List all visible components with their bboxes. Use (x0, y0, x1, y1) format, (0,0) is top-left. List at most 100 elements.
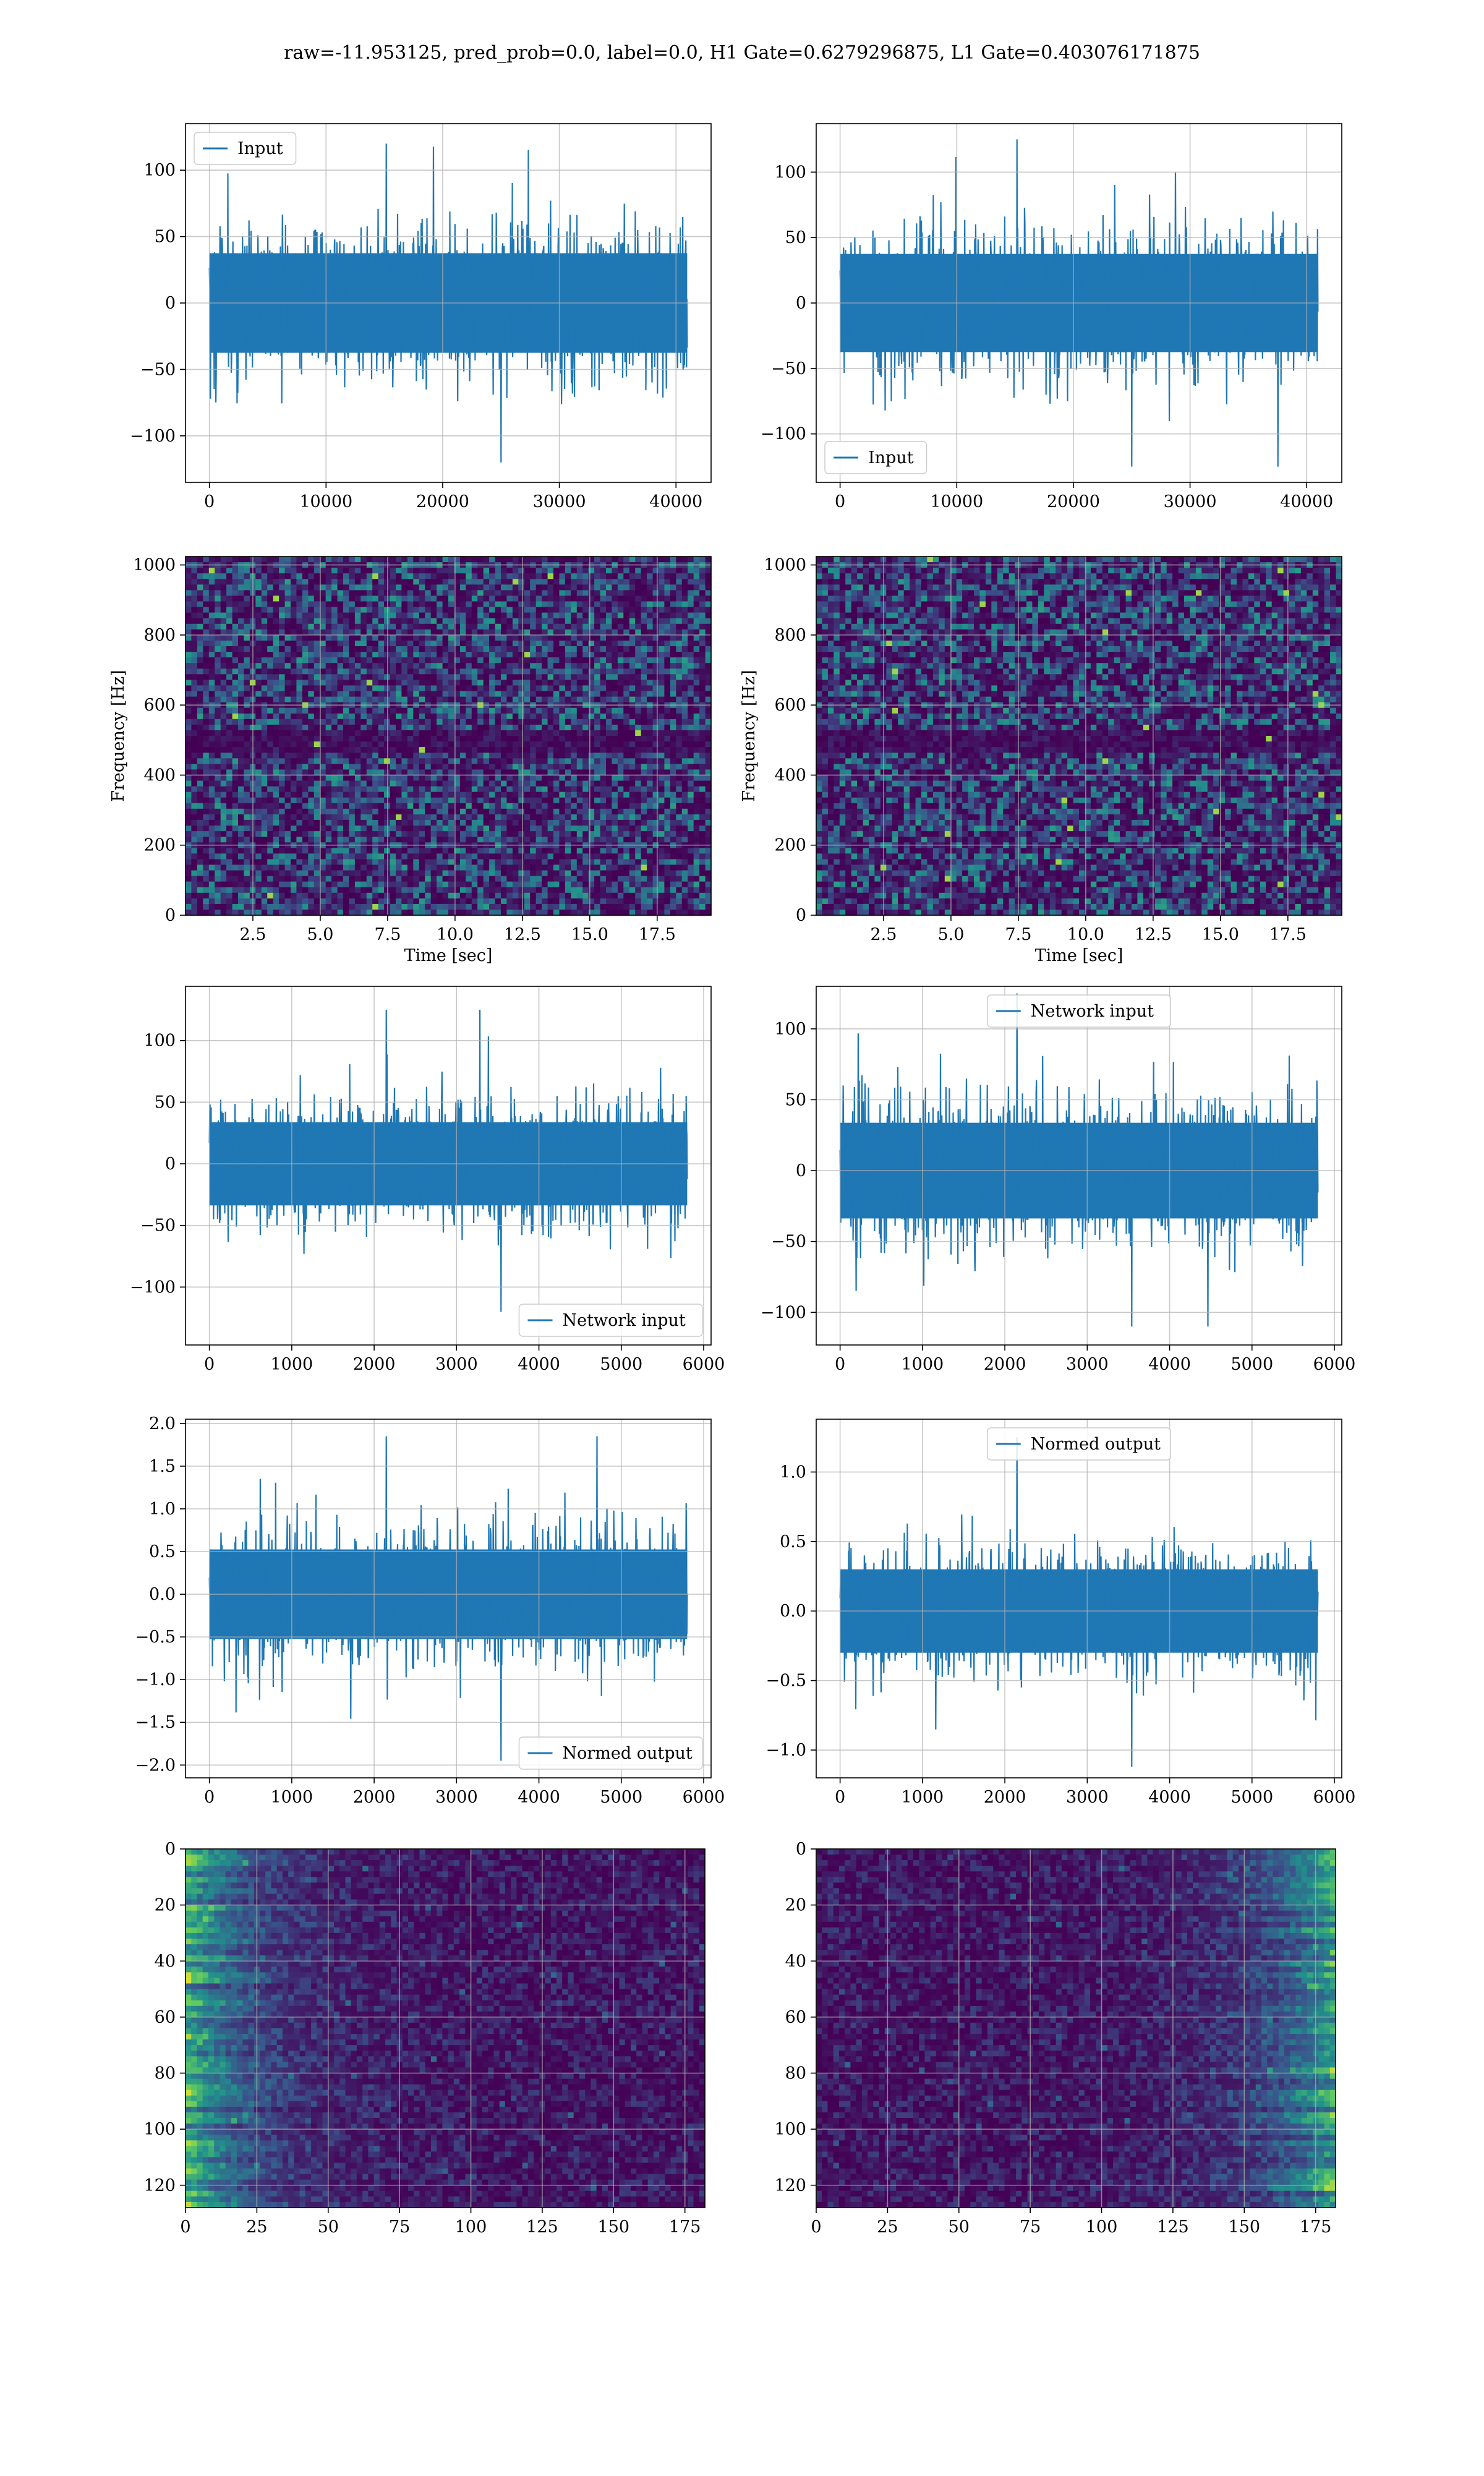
heatmap-cell (600, 602, 607, 608)
heatmap-cell (367, 680, 373, 686)
heatmap-cell (553, 758, 560, 764)
heatmap-cell (477, 613, 484, 619)
heatmap-cell (623, 730, 629, 736)
heatmap-cell (506, 596, 513, 602)
heatmap-cell (484, 613, 490, 619)
heatmap-cell (495, 680, 501, 686)
heatmap-cell (285, 753, 291, 759)
heatmap-cell (378, 646, 385, 652)
heatmap-cell (372, 831, 378, 837)
heatmap-cell (360, 753, 367, 759)
heatmap-cell (355, 668, 361, 675)
heatmap-cell (501, 792, 507, 798)
heatmap-cell (226, 663, 232, 669)
heatmap-cell (594, 831, 600, 837)
heatmap-cell (472, 899, 478, 905)
heatmap-cell (355, 613, 361, 619)
heatmap-cell (559, 736, 565, 742)
heatmap-cell (209, 719, 215, 725)
heatmap-cell (548, 590, 554, 596)
heatmap-cell (530, 630, 536, 636)
heatmap-cell (238, 668, 244, 675)
heatmap-cell (273, 826, 279, 832)
heatmap-cell (506, 725, 513, 731)
heatmap-cell (232, 607, 239, 613)
heatmap-cell (372, 657, 378, 664)
heatmap-cell (477, 641, 484, 647)
heatmap-cell (612, 753, 618, 759)
heatmap-cell (600, 652, 607, 658)
heatmap-cell (542, 859, 548, 865)
heatmap-cell (396, 764, 402, 770)
heatmap-cell (489, 837, 495, 843)
heatmap-cell (203, 876, 209, 882)
heatmap-cell (513, 635, 519, 641)
heatmap-cell (559, 641, 565, 647)
heatmap-cell (629, 792, 636, 798)
heatmap-cell (326, 624, 332, 630)
heatmap-cell (302, 635, 309, 641)
heatmap-cell (518, 910, 524, 916)
heatmap-cell (273, 691, 279, 698)
heatmap-cell (612, 814, 618, 821)
heatmap-cell (466, 848, 472, 854)
heatmap-cell (255, 904, 262, 910)
heatmap-cell (221, 814, 227, 821)
heatmap-cell (302, 809, 309, 815)
heatmap-cell (262, 618, 268, 625)
heatmap-cell (501, 663, 507, 669)
heatmap-cell (553, 630, 560, 636)
heatmap-cell (338, 607, 344, 613)
heatmap-cell (571, 596, 577, 602)
heatmap-cell (425, 607, 431, 613)
heatmap-cell (384, 680, 390, 686)
heatmap-cell (326, 758, 332, 764)
heatmap-cell (518, 568, 524, 574)
heatmap-cell (501, 557, 507, 563)
heatmap-cell (238, 864, 244, 871)
heatmap-cell (331, 853, 338, 860)
heatmap-cell (623, 736, 629, 742)
heatmap-cell (349, 826, 355, 832)
heatmap-cell (559, 613, 565, 619)
heatmap-cell (542, 876, 548, 882)
heatmap-cell (495, 882, 501, 888)
heatmap-cell (372, 814, 378, 821)
heatmap-cell (460, 646, 466, 652)
heatmap-cell (501, 624, 507, 630)
heatmap-cell (291, 607, 297, 613)
heatmap-cell (501, 618, 507, 625)
heatmap-cell (197, 590, 203, 596)
heatmap-cell (431, 859, 437, 865)
heatmap-cell (443, 876, 449, 882)
heatmap-cell (209, 741, 215, 748)
heatmap-cell (565, 758, 571, 764)
heatmap-cell (390, 736, 396, 742)
heatmap-cell (460, 904, 466, 910)
heatmap-cell (582, 893, 589, 899)
heatmap-cell (343, 741, 349, 748)
heatmap-cell (425, 747, 431, 753)
heatmap-cell (571, 590, 577, 596)
heatmap-cell (495, 613, 501, 619)
heatmap-cell (443, 764, 449, 770)
heatmap-cell (186, 602, 192, 608)
heatmap-cell (548, 714, 554, 720)
heatmap-cell (542, 837, 548, 843)
heatmap-cell (285, 803, 291, 809)
heatmap-cell (472, 719, 478, 725)
heatmap-cell (338, 714, 344, 720)
heatmap-cell (355, 607, 361, 613)
heatmap-cell (343, 613, 349, 619)
heatmap-cell (343, 602, 349, 608)
heatmap-cell (390, 674, 396, 680)
heatmap-cell (443, 803, 449, 809)
heatmap-cell (577, 630, 583, 636)
heatmap-cell (355, 663, 361, 669)
heatmap-cell (448, 899, 454, 905)
heatmap-cell (191, 714, 197, 720)
heatmap-cell (524, 663, 531, 669)
heatmap-cell (355, 584, 361, 591)
heatmap-cell (443, 657, 449, 664)
heatmap-cell (466, 674, 472, 680)
